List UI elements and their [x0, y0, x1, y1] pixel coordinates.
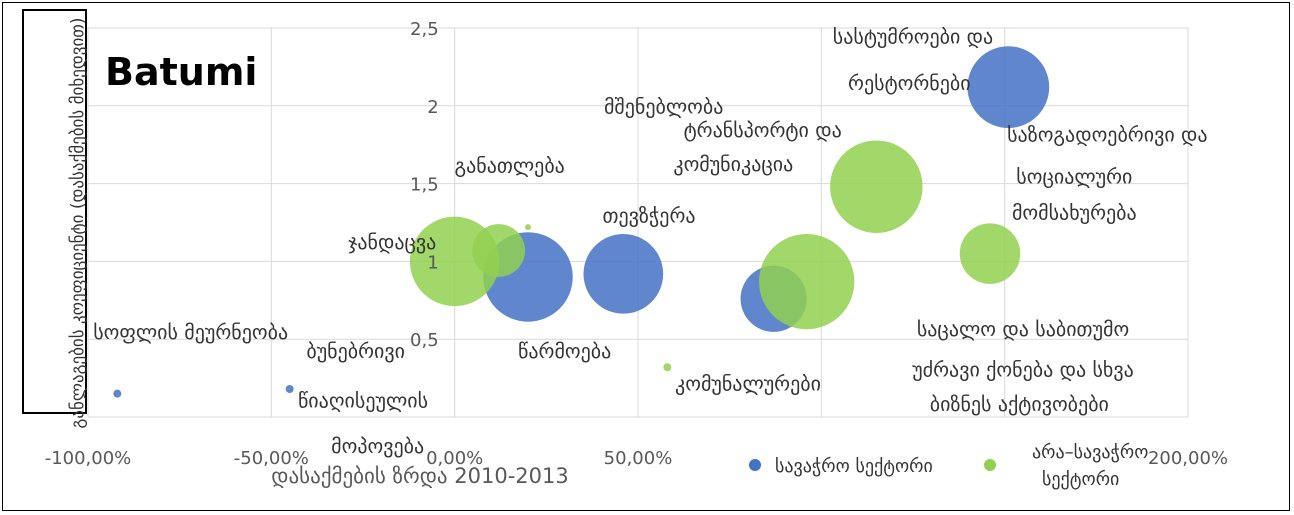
annotation-label: მოპოვება	[331, 434, 424, 458]
annotation-label: ბუნებრივი	[306, 339, 405, 363]
legend-label-trade: სავაჭრო სექტორი	[775, 456, 933, 477]
x-tick-label: 0,00%	[426, 448, 483, 469]
bubbles	[113, 46, 1050, 398]
bubble-s1-4	[758, 233, 855, 330]
bubble-s0-0	[113, 389, 122, 398]
legend: სავაჭრო სექტორი არა–სავაჭრო სექტორი	[735, 438, 1148, 496]
annotation-label: მშენებლობა	[604, 95, 723, 119]
annotation-label: რესტორნები	[848, 71, 971, 95]
bubble-s1-1	[472, 224, 526, 277]
legend-label-nontrade-2: სექტორი	[1042, 469, 1119, 490]
annotation-label: სასტუმროები და	[833, 25, 993, 49]
annotation-label: თევზჭერა	[602, 204, 695, 228]
bubble-s1-2	[525, 224, 531, 231]
annotation-label: წიაღისეულის	[298, 389, 428, 413]
x-tick-label: -100,00%	[45, 448, 132, 469]
x-axis-label: დასაქმების ზრდა 2010-2013	[271, 464, 568, 488]
annotation-label: კომუნიკაცია	[673, 152, 793, 176]
annotation-label: სოციალური	[1016, 165, 1132, 189]
annotation-label: სოფლის მეურნეობა	[93, 320, 288, 344]
annotation-label: საზოგადოებრივი და	[1007, 123, 1207, 147]
y-tick-label: 2	[427, 97, 438, 118]
legend-marker-nontrade	[984, 459, 996, 471]
annotation-label: წარმოება	[518, 339, 611, 363]
annotation-label: საცალო და საბითუმო	[917, 317, 1129, 341]
annotation-label: კომუნალურები	[675, 372, 821, 396]
bubble-s0-5	[967, 46, 1050, 128]
annotation-label: განათლება	[454, 154, 564, 178]
y-tick-label: 1	[427, 252, 438, 273]
annotation-label: ბიზნეს აქტივობები	[930, 392, 1109, 416]
bubble-s1-3	[663, 363, 672, 372]
bubble-s1-5	[830, 140, 923, 233]
chart-title: Batumi	[105, 50, 257, 94]
annotation-label: ჯანდაცვა	[348, 230, 436, 254]
y-tick-label: 2,5	[410, 19, 439, 40]
legend-marker-trade	[749, 459, 761, 471]
y-axis-label-box: განლაგების კოეფიციენტი (დასაქმების მიხედ…	[22, 9, 88, 429]
bubble-s0-3	[583, 234, 664, 314]
annotations: სასტუმროები და რესტორნები მშენებლობატრანსპ…	[93, 25, 1207, 458]
y-axis-label: განლაგების კოეფიციენტი (დასაქმების მიხედ…	[68, 17, 88, 429]
x-tick-label: 200,00%	[1148, 448, 1228, 469]
x-tick-label: 50,00%	[604, 448, 673, 469]
y-tick-label: 0,5	[410, 330, 439, 351]
x-tick-label: -50,00%	[234, 448, 309, 469]
annotation-label: ტრანსპორტი და	[684, 118, 842, 142]
bubble-s1-6	[959, 223, 1021, 284]
annotation-label: უძრავი ქონება და სხვა	[912, 358, 1134, 382]
legend-background	[735, 438, 1110, 496]
legend-label-nontrade: არა–სავაჭრო	[1032, 442, 1148, 463]
y-tick-label: 1,5	[410, 175, 439, 196]
annotation-label: მომსახურება	[1012, 200, 1137, 224]
bubble-s0-1	[285, 384, 294, 393]
